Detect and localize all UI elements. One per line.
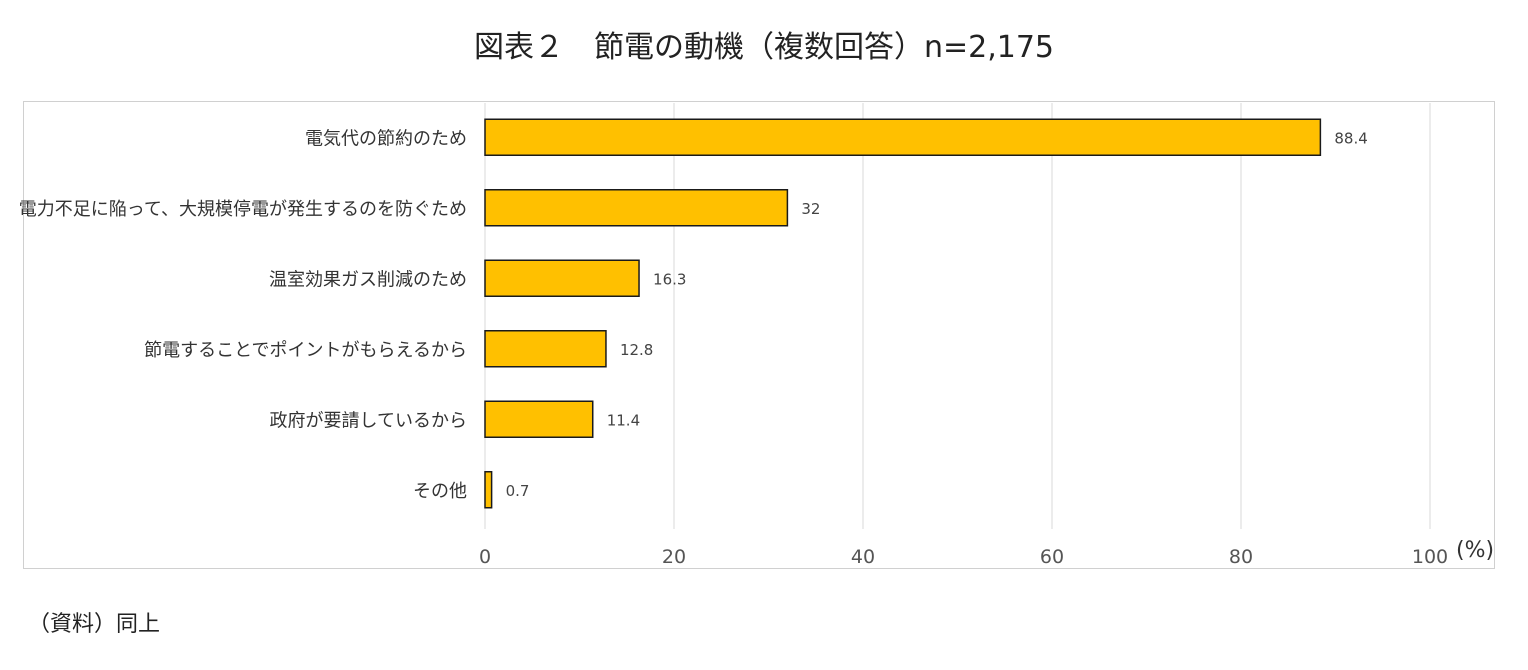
category-label: 節電することでポイントがもらえるから: [144, 340, 467, 361]
bar: [484, 189, 789, 227]
category-label: 温室効果ガス削減のため: [269, 269, 467, 290]
value-label: 32: [801, 200, 820, 218]
category-label: 電気代の節約のため: [305, 128, 467, 149]
x-tick-label: 100: [1412, 546, 1448, 568]
chart-frame: [23, 101, 1495, 569]
value-labels: 88.4 32 16.3 12.8 11.4 0.7: [506, 129, 1368, 500]
value-label: 11.4: [607, 411, 640, 429]
category-label: その他: [413, 481, 467, 502]
value-label: 0.7: [506, 482, 530, 500]
gridlines: [484, 103, 1431, 529]
x-tick-label: 60: [1040, 546, 1064, 568]
category-label: 政府が要請しているから: [270, 410, 467, 431]
value-label: 12.8: [620, 341, 653, 359]
x-tick-label: 20: [662, 546, 686, 568]
x-tick-label: 80: [1229, 546, 1253, 568]
chart-title: 図表２ 節電の動機（複数回答）n=2,175: [473, 30, 1055, 65]
value-label: 88.4: [1334, 129, 1367, 147]
bar: [484, 471, 493, 509]
x-tick-labels: 0 20 40 60 80 100: [479, 546, 1448, 568]
source-note: （資料）同上: [28, 612, 161, 637]
value-label: 16.3: [653, 270, 686, 288]
bars: [484, 118, 1322, 509]
bar: [484, 400, 594, 438]
bar: [484, 259, 640, 297]
category-labels: 電気代の節約のため電力不足に陥って、大規模停電が発生するのを防ぐため温室効果ガス…: [19, 128, 467, 502]
category-label: 電力不足に陥って、大規模停電が発生するのを防ぐため: [19, 199, 467, 220]
x-tick-label: 0: [479, 546, 491, 568]
x-tick-label: 40: [851, 546, 875, 568]
x-unit-label: (%): [1456, 538, 1494, 563]
bar: [484, 118, 1322, 156]
bar: [484, 330, 607, 368]
